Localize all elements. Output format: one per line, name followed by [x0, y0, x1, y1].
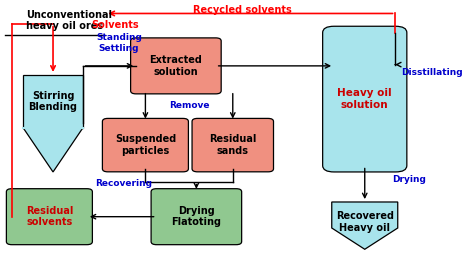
- FancyBboxPatch shape: [323, 26, 407, 172]
- Polygon shape: [332, 202, 398, 249]
- Text: Remove: Remove: [169, 101, 210, 110]
- Text: Disstillating: Disstillating: [401, 68, 463, 77]
- Text: Extracted
solution: Extracted solution: [149, 55, 202, 77]
- FancyBboxPatch shape: [6, 189, 92, 245]
- FancyBboxPatch shape: [102, 118, 188, 172]
- Text: Stirring
Blending: Stirring Blending: [28, 91, 78, 112]
- Text: Residual
sands: Residual sands: [209, 134, 256, 156]
- Text: Drying
Flatoting: Drying Flatoting: [172, 206, 221, 227]
- Text: Suspended
particles: Suspended particles: [115, 134, 176, 156]
- Text: Standing
Settling: Standing Settling: [96, 33, 142, 53]
- Text: Recovering: Recovering: [95, 179, 152, 188]
- Text: Drying: Drying: [392, 175, 426, 184]
- FancyBboxPatch shape: [151, 189, 242, 245]
- Polygon shape: [23, 128, 82, 172]
- FancyBboxPatch shape: [192, 118, 273, 172]
- FancyBboxPatch shape: [131, 38, 221, 94]
- Text: Unconventional
heavy oil ores: Unconventional heavy oil ores: [26, 10, 112, 31]
- Text: Heavy oil
solution: Heavy oil solution: [337, 88, 392, 110]
- Text: Residual
solvents: Residual solvents: [26, 206, 73, 227]
- Text: Recycled solvents: Recycled solvents: [192, 5, 291, 15]
- FancyBboxPatch shape: [23, 75, 82, 128]
- Text: Solvents: Solvents: [91, 20, 139, 30]
- Text: Recovered
Heavy oil: Recovered Heavy oil: [336, 211, 394, 233]
